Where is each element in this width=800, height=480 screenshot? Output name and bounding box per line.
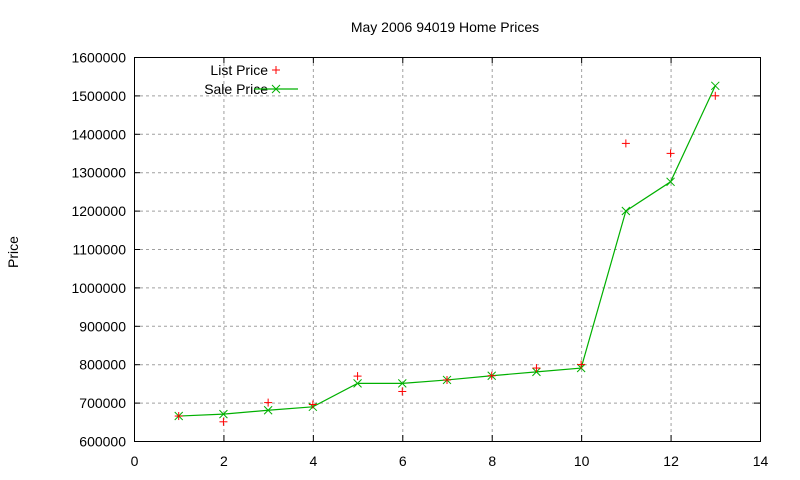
- legend-label-list-price: List Price: [210, 62, 268, 78]
- x-marker: [666, 177, 675, 187]
- sale-price-line: [178, 85, 716, 417]
- x-tick-label: 8: [488, 453, 496, 469]
- x-marker: [397, 379, 407, 388]
- x-tick-label: 2: [220, 453, 228, 469]
- x-tick-label: 0: [131, 453, 139, 469]
- y-tick-label: 1400000: [71, 126, 126, 142]
- y-tick-label: 1100000: [73, 242, 127, 258]
- chart-title: May 2006 94019 Home Prices: [351, 19, 539, 35]
- x-marker: [621, 206, 631, 216]
- x-marker: [271, 84, 281, 94]
- x-marker: [263, 405, 273, 415]
- y-tick-label: 1600000: [71, 50, 126, 66]
- x-tick-label: 10: [574, 453, 590, 469]
- y-tick-label: 1000000: [71, 280, 126, 296]
- x-marker: [219, 409, 228, 419]
- y-tick-label: 700000: [79, 395, 126, 411]
- y-tick-label: 1200000: [71, 203, 126, 219]
- x-tick-label: 14: [753, 453, 769, 469]
- legend-label-sale-price: Sale Price: [204, 81, 268, 97]
- y-axis-label: Price: [5, 236, 21, 268]
- x-tick-label: 4: [309, 453, 317, 469]
- y-tick-label: 900000: [79, 318, 126, 334]
- y-tick-label: 600000: [79, 434, 126, 450]
- x-tick-label: 12: [663, 453, 679, 469]
- y-tick-label: 1300000: [71, 165, 126, 181]
- y-tick-label: 800000: [79, 357, 126, 373]
- x-marker: [353, 379, 362, 388]
- x-tick-label: 6: [399, 453, 407, 469]
- x-marker: [710, 81, 720, 91]
- y-tick-label: 1500000: [71, 88, 126, 104]
